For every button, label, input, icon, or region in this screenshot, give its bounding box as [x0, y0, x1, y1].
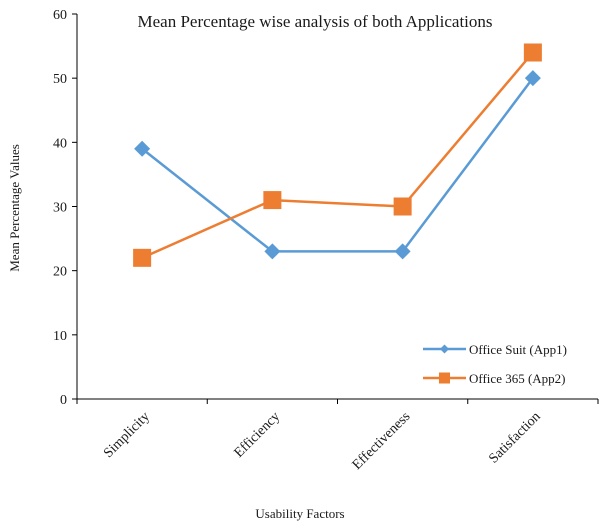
series-square — [133, 43, 542, 267]
series-line — [141, 51, 534, 259]
x-tick-label: Satisfaction — [486, 409, 543, 466]
y-tick-label: 50 — [53, 72, 67, 87]
x-tick-label: Simplicity — [101, 409, 153, 461]
x-tick-label: Effectiveness — [350, 409, 414, 473]
legend: Office Suit (App1) Office 365 (App2) — [423, 342, 567, 386]
series-diamond — [134, 70, 541, 260]
y-tick-label: 0 — [60, 393, 67, 408]
data-point — [264, 243, 281, 260]
legend-entry: Office Suit (App1) — [423, 342, 567, 357]
y-tick-label: 20 — [53, 265, 67, 280]
x-axis-label: Usability Factors — [255, 506, 344, 521]
y-tick-label: 10 — [53, 329, 67, 344]
data-point — [263, 191, 282, 210]
series-line — [141, 77, 534, 253]
legend-marker — [440, 344, 449, 354]
data-point — [133, 248, 152, 267]
legend-entry: Office 365 (App2) — [423, 371, 566, 386]
legend-marker — [439, 372, 450, 384]
y-axis-label: Mean Percentage Values — [7, 144, 22, 272]
axes: 0 10 20 30 40 50 60 Simplicity Efficiency Effecti… — [53, 8, 599, 473]
legend-label: Office 365 (App2) — [469, 371, 566, 386]
data-point — [393, 197, 412, 216]
data-point — [523, 43, 542, 62]
legend-label: Office Suit (App1) — [469, 342, 567, 357]
data-point — [394, 243, 411, 260]
y-tick-label: 60 — [53, 8, 67, 23]
data-point — [134, 140, 151, 157]
series-layer — [133, 43, 542, 267]
y-tick-label: 40 — [53, 136, 67, 151]
chart-title: Mean Percentage wise analysis of both Ap… — [137, 12, 492, 31]
x-tick-label: Efficiency — [232, 409, 284, 461]
y-tick-label: 30 — [53, 201, 67, 216]
data-point — [524, 70, 541, 87]
